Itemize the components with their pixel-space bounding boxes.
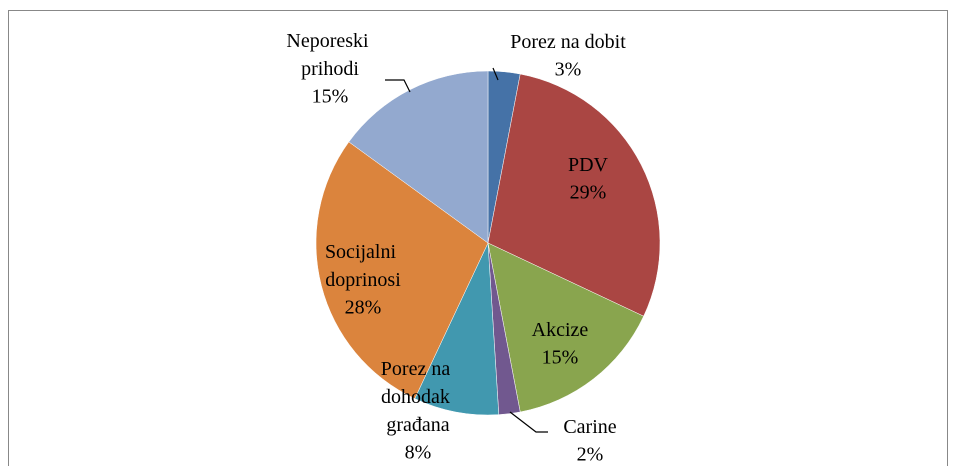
pie [315,70,661,416]
leader-line [509,411,548,433]
category-label: Porez na dobit [510,31,626,53]
category-label: Socijalni doprinosi [325,241,401,291]
pie-slice [487,73,661,317]
pie-slice [487,242,644,413]
leader-line [385,79,411,93]
value-label: 3% [555,59,582,81]
category-label: Porez na dohodak građana [381,358,455,436]
category-label: Akcize [532,319,589,341]
value-label: 8% [405,442,432,464]
pie-slice [348,70,489,244]
value-label: 29% [570,182,607,204]
category-label: Neporeski prihodi [286,30,373,80]
category-label: PDV [568,154,609,176]
labels: Porez na dobit 3% PDV 29% Akcize 15% Carine 2% P… [286,30,626,466]
value-label: 15% [312,86,349,108]
value-label: 15% [542,347,579,369]
leader-line [492,67,499,81]
category-label: Carine [563,416,616,438]
value-label: 28% [345,297,382,319]
value-label: 2% [577,444,604,466]
pie-slice [315,141,489,399]
